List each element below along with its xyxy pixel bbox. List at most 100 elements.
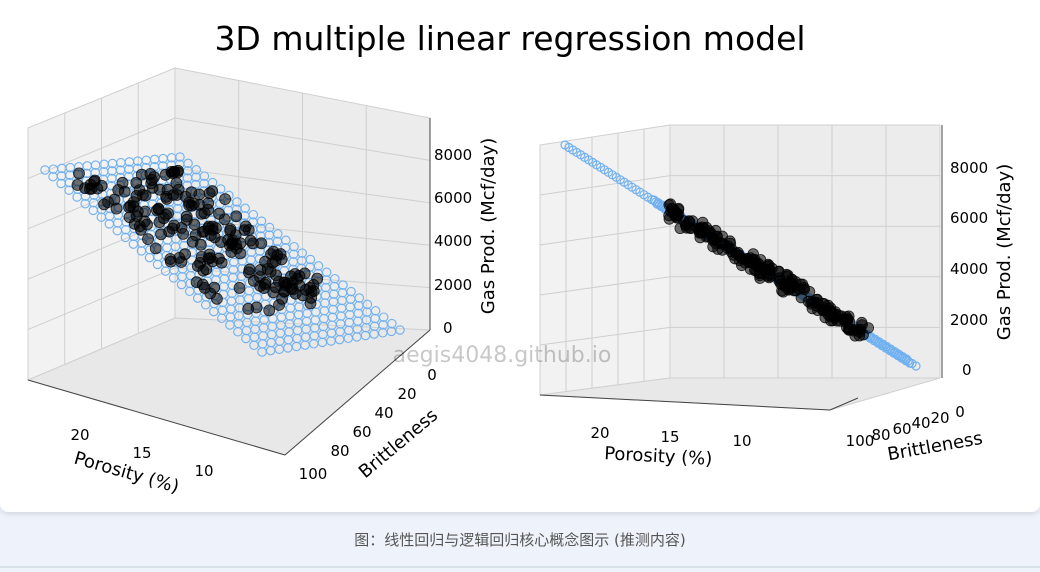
plane-marker [395,325,405,335]
plane-marker [273,229,283,239]
well-point [250,301,263,314]
well-point [798,283,810,296]
left-z-tick: 2000 [434,276,472,294]
well-point [694,222,706,235]
well-point [194,238,207,251]
right-z-ticks: 0 2000 4000 6000 8000 [950,159,988,379]
well-point [705,227,717,239]
well-point [202,252,215,265]
well-point [202,220,215,233]
plane-marker [313,261,324,271]
well-point [782,269,794,282]
plane-marker [370,306,381,316]
well-point [135,168,148,181]
plane-marker [321,267,332,278]
plane-marker [305,254,316,265]
left-z-label: Gas Prod. (Mcf/day) [478,138,499,314]
left-y-tick: 40 [374,404,393,422]
left-y-tick: 100 [299,465,328,483]
left-y-tick: 20 [397,385,416,403]
left-3d-plot: 20 15 10 Porosity (%) 0 20 40 60 80 100 … [26,67,499,498]
well-point [189,229,202,242]
plane-marker [346,286,356,297]
well-point [754,267,766,280]
well-point [253,270,266,283]
well-point [233,281,246,294]
plane-marker [183,158,193,169]
well-point [160,192,173,205]
well-point [244,234,257,247]
well-point [173,251,186,264]
left-z-tick: 6000 [434,189,472,207]
left-y-tick: 0 [427,366,437,384]
well-point [188,218,201,231]
well-point [202,197,215,210]
well-point [170,177,183,190]
right-y-tick: 0 [955,403,965,421]
well-point [296,289,309,302]
figure-svg: 3D multiple linear regression model 20 1… [26,19,1015,498]
figure-title: 3D multiple linear regression model [214,19,805,58]
left-x-label: Porosity (%) [72,448,182,498]
well-point [155,228,168,241]
well-point [130,189,143,202]
right-y-tick: 40 [911,414,930,432]
well-point [741,254,753,267]
right-x-tick: 15 [660,428,679,446]
left-z-tick: 0 [443,319,453,337]
well-point [203,187,216,200]
plane-marker [901,354,912,364]
left-x-tick: 20 [70,426,89,444]
left-y-tick: 80 [330,442,349,460]
well-point [857,329,869,341]
well-point [716,237,729,250]
well-point [145,173,158,186]
left-x-tick: 15 [132,444,151,462]
right-z-tick: 4000 [950,260,988,278]
left-y-tick: 60 [352,423,371,441]
well-point [215,256,228,269]
left-z-tick: 4000 [434,232,472,250]
well-point [311,272,324,285]
plane-marker [330,273,340,284]
well-point [686,215,699,227]
plane-marker [232,197,242,207]
left-x-ticks: 20 15 10 [70,426,213,480]
plane-marker [175,152,185,162]
plane-marker [354,293,365,303]
right-y-tick: 80 [871,426,890,444]
left-z-tick: 8000 [434,146,472,164]
well-point [95,179,108,192]
bottom-divider [0,566,1040,568]
plane-marker [248,209,259,220]
well-point [777,286,789,298]
well-point [213,207,225,220]
plane-marker [256,216,267,226]
well-point [773,275,786,288]
well-point [751,258,764,270]
well-point [230,238,242,251]
plane-marker [199,171,210,181]
well-point [110,202,123,215]
well-point [73,167,85,180]
left-x-tick: 10 [194,462,213,480]
well-point [831,315,843,327]
right-y-tick: 100 [846,432,875,450]
right-x-tick: 10 [732,432,751,450]
well-point [149,242,162,255]
well-point [856,316,868,329]
well-point [177,227,190,240]
well-point [284,270,297,283]
right-z-tick: 8000 [950,159,988,177]
well-point [818,298,830,310]
well-point [762,258,774,271]
plane-marker [362,299,373,310]
well-point [242,224,255,236]
left-z-ticks: 0 2000 4000 6000 8000 [434,146,472,337]
well-point [730,247,742,259]
well-point [255,237,268,250]
right-z-tick: 6000 [950,209,988,227]
well-point [843,324,856,336]
left-y-ticks: 0 20 40 60 80 100 [299,366,437,483]
figure-caption: 图：线性回归与逻辑回归核心概念图示 (推测内容) [354,530,686,549]
